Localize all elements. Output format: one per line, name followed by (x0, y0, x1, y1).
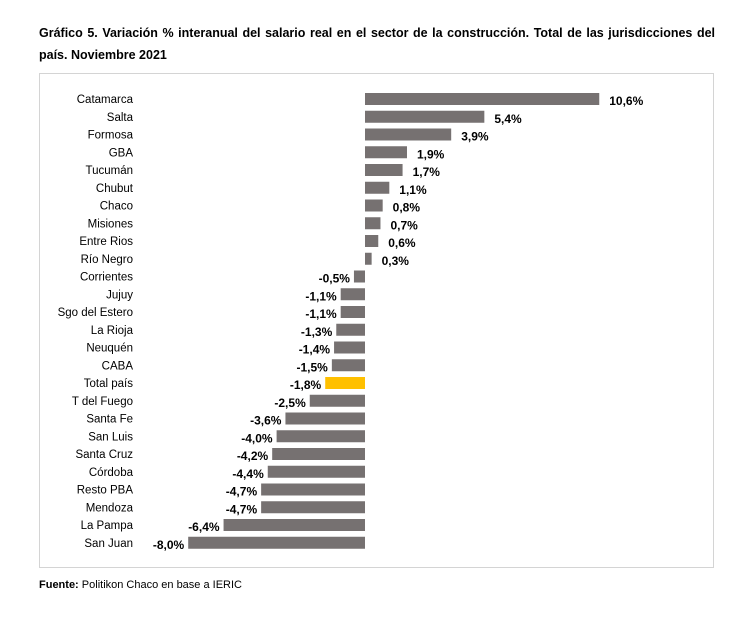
data-label-24: -6,4% (188, 520, 220, 534)
chart-title: Gráfico 5. Variación % interanual del sa… (39, 26, 715, 62)
data-label-1: 5,4% (494, 112, 522, 126)
bar-14 (334, 341, 365, 354)
data-label-0: 10,6% (609, 94, 643, 108)
data-label-15: -1,5% (296, 360, 328, 374)
category-label-0: Catamarca (77, 94, 134, 106)
bar-20 (272, 448, 365, 460)
category-label-9: Río Negro (81, 254, 133, 266)
data-label-12: -1,1% (305, 307, 337, 321)
data-label-13: -1,3% (301, 325, 333, 339)
category-label-10: Corrientes (80, 272, 133, 284)
data-label-18: -3,6% (250, 414, 282, 428)
category-label-24: La Pampa (81, 520, 134, 532)
data-label-7: 0,7% (390, 218, 418, 232)
bar-13 (336, 323, 365, 336)
data-label-20: -4,2% (237, 449, 269, 463)
data-label-14: -1,4% (299, 343, 331, 357)
data-label-4: 1,7% (413, 165, 441, 179)
category-label-21: Córdoba (89, 467, 134, 479)
data-label-2: 3,9% (461, 130, 489, 144)
category-label-13: La Rioja (91, 325, 134, 337)
category-label-4: Tucumán (85, 165, 133, 177)
bar-6 (365, 199, 383, 212)
category-label-20: Santa Cruz (75, 449, 133, 461)
data-label-11: -1,1% (305, 289, 337, 303)
category-label-23: Mendoza (86, 502, 134, 514)
bar-12 (340, 306, 365, 318)
bar-10 (353, 270, 365, 283)
chart-frame (39, 73, 714, 568)
data-label-8: 0,6% (388, 236, 416, 250)
category-label-22: Resto PBA (77, 485, 134, 497)
category-label-3: GBA (109, 147, 134, 159)
bar-9 (365, 252, 372, 265)
category-label-18: Santa Fe (86, 414, 133, 426)
category-label-19: San Luis (88, 431, 133, 443)
data-label-10: -0,5% (319, 272, 351, 286)
bar-25 (188, 536, 365, 549)
data-label-17: -2,5% (274, 396, 306, 410)
data-label-22: -4,7% (226, 485, 258, 499)
data-label-3: 1,9% (417, 147, 445, 161)
bar-3 (365, 146, 407, 159)
bar-19 (276, 430, 365, 443)
bar-1 (365, 110, 485, 123)
bar-18 (285, 412, 365, 425)
category-label-2: Formosa (88, 130, 134, 142)
data-label-23: -4,7% (226, 502, 258, 516)
bar-5 (365, 181, 390, 194)
category-label-6: Chaco (100, 201, 133, 213)
category-label-7: Misiones (88, 218, 134, 230)
category-label-1: Salta (107, 112, 134, 124)
category-label-17: T del Fuego (72, 396, 133, 408)
category-label-15: CABA (102, 360, 134, 372)
category-label-5: Chubut (96, 183, 134, 195)
bar-8 (365, 235, 379, 247)
bar-11 (340, 288, 365, 301)
category-label-25: San Juan (84, 538, 133, 550)
data-label-25: -8,0% (153, 538, 185, 552)
source-text: Politikon Chaco en base a IERIC (78, 579, 242, 591)
data-label-19: -4,0% (241, 431, 273, 445)
category-label-8: Entre Rios (79, 236, 133, 248)
bar-16 (325, 377, 365, 389)
data-label-16: -1,8% (290, 378, 322, 392)
data-label-5: 1,1% (399, 183, 427, 197)
bar-15 (331, 359, 365, 372)
data-label-9: 0,3% (382, 254, 410, 268)
bar-22 (261, 483, 365, 496)
bar-24 (223, 519, 365, 531)
bar-21 (267, 465, 365, 478)
category-label-16: Total país (84, 378, 133, 390)
bar-2 (365, 128, 452, 141)
bar-0 (365, 93, 600, 105)
category-label-12: Sgo del Estero (58, 307, 133, 319)
category-label-14: Neuquén (86, 343, 133, 355)
bar-17 (309, 394, 365, 407)
bar-7 (365, 217, 381, 230)
bar-4 (365, 164, 403, 176)
data-label-6: 0,8% (393, 201, 421, 215)
data-label-21: -4,4% (232, 467, 264, 481)
category-label-11: Jujuy (106, 289, 133, 301)
source-note: Fuente: Politikon Chaco en base a IERIC (39, 579, 242, 591)
source-label: Fuente: (39, 579, 79, 591)
bar-23 (261, 501, 365, 514)
